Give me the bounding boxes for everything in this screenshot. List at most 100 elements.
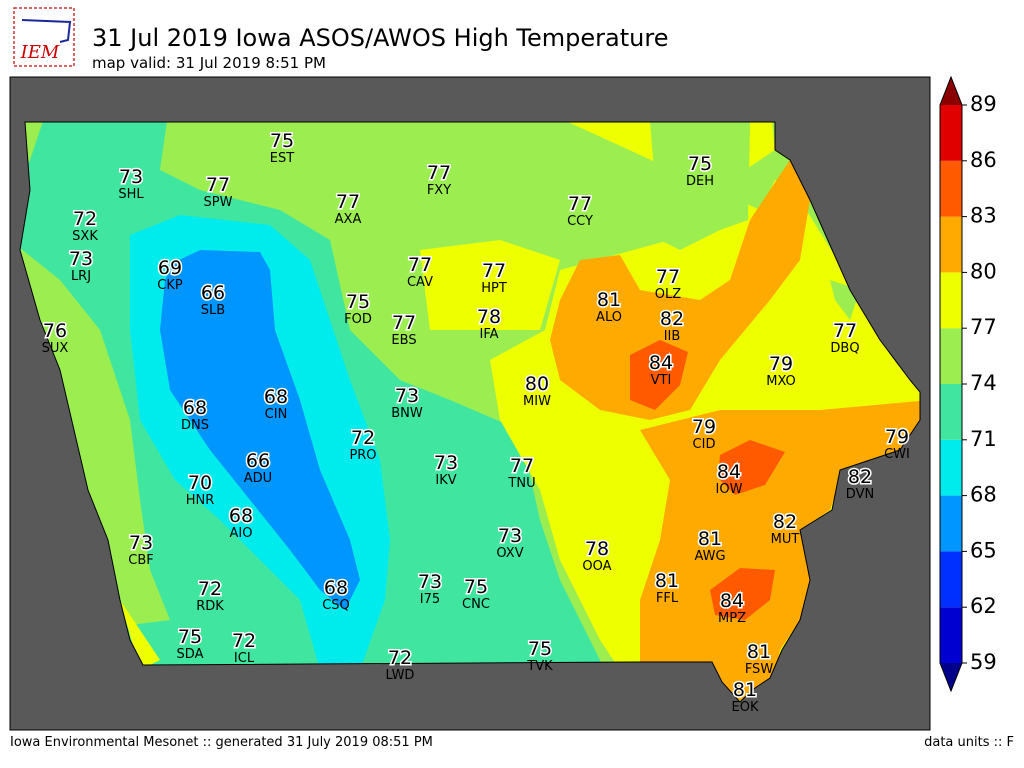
station-value: 82 bbox=[848, 466, 872, 488]
station-value: 68 bbox=[264, 386, 288, 408]
station-id: TNU bbox=[507, 476, 535, 491]
station-id: CSQ bbox=[322, 598, 350, 613]
station-id: SUX bbox=[42, 341, 69, 356]
station-value: 77 bbox=[656, 266, 680, 288]
station-value: 78 bbox=[585, 538, 609, 560]
station-value: 75 bbox=[178, 626, 202, 648]
station-value: 81 bbox=[733, 679, 757, 701]
contour-fill bbox=[20, 122, 920, 702]
colorbar-tick-label: 86 bbox=[970, 148, 997, 172]
station-value: 72 bbox=[73, 208, 97, 230]
station-id: DEH bbox=[686, 174, 714, 189]
station-id: LWD bbox=[386, 668, 415, 683]
station-value: 68 bbox=[324, 577, 348, 599]
station-id: I75 bbox=[420, 592, 440, 607]
station-value: 78 bbox=[477, 306, 501, 328]
station-id: ADU bbox=[244, 471, 272, 486]
station-value: 82 bbox=[773, 511, 797, 533]
station-id: IFA bbox=[479, 327, 498, 342]
station-id: CID bbox=[693, 437, 716, 452]
station-id: CAV bbox=[407, 275, 433, 290]
colorbar-tick-label: 80 bbox=[970, 259, 997, 283]
colorbar-bin bbox=[940, 439, 962, 496]
station-value: 84 bbox=[649, 352, 673, 374]
station-id: FOD bbox=[344, 312, 372, 327]
station-id: SXK bbox=[72, 229, 98, 244]
station-id: MXO bbox=[766, 374, 796, 389]
station-id: DBQ bbox=[830, 341, 859, 356]
colorbar-bin bbox=[940, 328, 962, 384]
station-id: SLB bbox=[201, 303, 225, 318]
station-value: 77 bbox=[833, 320, 857, 342]
logo-text: IEM bbox=[20, 42, 60, 63]
station-id: AIO bbox=[230, 526, 253, 541]
station-value: 73 bbox=[119, 166, 143, 188]
colorbar-tick-label: 68 bbox=[970, 483, 997, 507]
station-id: FXY bbox=[427, 183, 451, 198]
station-id: OOA bbox=[582, 559, 611, 574]
station-id: SDA bbox=[177, 647, 204, 662]
colorbar-tick-label: 62 bbox=[970, 594, 997, 618]
station-id: EOK bbox=[732, 700, 759, 715]
station-id: FSW bbox=[745, 662, 774, 677]
state-outline bbox=[19, 121, 921, 703]
station-value: 73 bbox=[129, 532, 153, 554]
station-id: LRJ bbox=[71, 269, 91, 284]
station-id: CCY bbox=[567, 214, 593, 229]
station-id: AXA bbox=[335, 212, 362, 227]
station-value: 81 bbox=[597, 289, 621, 311]
station-id: MPZ bbox=[718, 611, 746, 626]
station-value: 84 bbox=[720, 590, 744, 612]
station-value: 72 bbox=[198, 578, 222, 600]
footer-left: Iowa Environmental Mesonet :: generated … bbox=[10, 735, 433, 750]
station-value: 75 bbox=[346, 291, 370, 313]
colorbar-bin bbox=[940, 384, 962, 440]
station-value: 75 bbox=[688, 153, 712, 175]
station-id: CKP bbox=[157, 278, 183, 293]
station-value: 82 bbox=[660, 308, 684, 330]
colorbar-bin bbox=[940, 216, 962, 273]
station-value: 81 bbox=[747, 641, 771, 663]
station-value: 75 bbox=[528, 638, 552, 660]
station-id: DNS bbox=[181, 418, 209, 433]
station-id: MUT bbox=[771, 532, 800, 547]
station-value: 76 bbox=[43, 320, 67, 342]
station-value: 73 bbox=[418, 571, 442, 593]
station-id: DVN bbox=[846, 487, 874, 502]
station-value: 73 bbox=[498, 525, 522, 547]
colorbar-bin bbox=[940, 607, 962, 663]
colorbar-bin bbox=[940, 272, 962, 329]
station-value: 72 bbox=[232, 630, 256, 652]
station-id: OLZ bbox=[655, 287, 681, 302]
station-value: 68 bbox=[183, 397, 207, 419]
station-id: EST bbox=[270, 151, 294, 166]
station-value: 84 bbox=[717, 461, 741, 483]
colorbar-tick-label: 77 bbox=[970, 315, 997, 339]
station-id: PRO bbox=[349, 448, 376, 463]
title: 31 Jul 2019 Iowa ASOS/AWOS High Temperat… bbox=[92, 24, 668, 52]
station-id: RDK bbox=[196, 599, 224, 614]
station-id: CNC bbox=[462, 597, 490, 612]
station-id: AWG bbox=[694, 549, 725, 564]
station-value: 77 bbox=[482, 260, 506, 282]
colorbar-tick-label: 59 bbox=[970, 650, 997, 674]
station-id: OXV bbox=[496, 546, 523, 561]
station-value: 75 bbox=[270, 130, 294, 152]
station-value: 81 bbox=[698, 528, 722, 550]
station-value: 80 bbox=[525, 373, 549, 395]
station-id: IOW bbox=[716, 482, 743, 497]
station-value: 73 bbox=[434, 452, 458, 474]
station-value: 68 bbox=[229, 505, 253, 527]
colorbar-bin bbox=[940, 551, 962, 608]
station-value: 77 bbox=[392, 312, 416, 334]
station-id: HNR bbox=[186, 493, 215, 508]
station-id: ICL bbox=[234, 651, 255, 666]
station-id: MIW bbox=[523, 394, 551, 409]
station-id: SHL bbox=[118, 187, 144, 202]
colorbar-tick-label: 89 bbox=[970, 92, 997, 116]
colorbar-under bbox=[940, 663, 962, 691]
station-id: FFL bbox=[656, 591, 679, 606]
station-value: 79 bbox=[769, 353, 793, 375]
